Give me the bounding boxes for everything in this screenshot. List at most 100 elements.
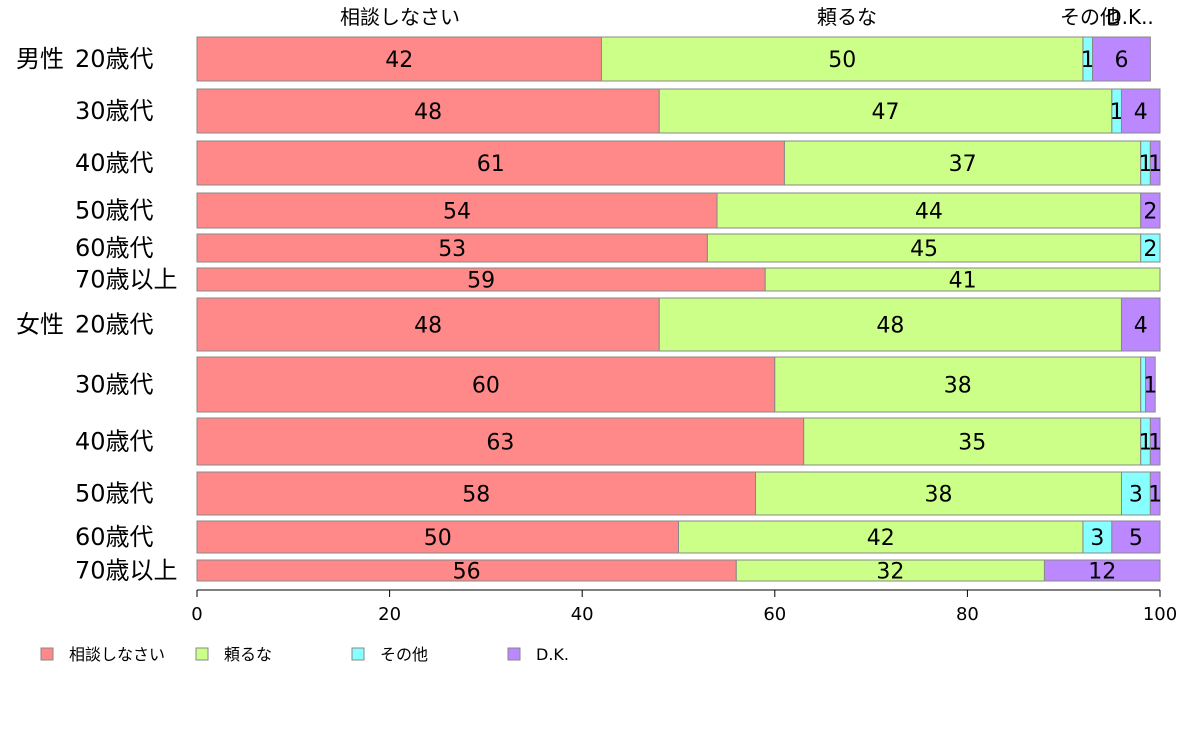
data-label-r0-s1: 50	[828, 48, 856, 73]
bar-segment-r8-s1	[803, 417, 1142, 466]
bar-segment-r2-s3	[1149, 140, 1161, 186]
row-label-5: 70歳以上	[75, 266, 178, 294]
legend-label-0: 相談しなさい	[69, 645, 165, 664]
bar-segment-r11-s3	[1043, 559, 1161, 582]
data-label-r8-s3: 1	[1148, 431, 1162, 456]
top-label-0: 相談しなさい	[340, 5, 460, 29]
bar-segment-r10-s0	[196, 520, 679, 554]
data-label-r9-s2: 3	[1129, 483, 1143, 508]
x-tick-label-3: 60	[763, 604, 786, 625]
x-tick-label-1: 20	[378, 604, 401, 625]
data-label-r8-s0: 63	[486, 431, 514, 456]
data-label-r11-s3: 12	[1088, 560, 1116, 585]
legend-swatch-3	[507, 647, 521, 661]
data-label-r9-s1: 38	[925, 483, 953, 508]
bar-segment-r7-s1	[774, 356, 1142, 413]
bar-segment-r0-s0	[196, 36, 602, 82]
data-label-r6-s0: 48	[414, 314, 442, 339]
data-label-r2-s2: 1	[1139, 152, 1153, 177]
bar-segment-r4-s2	[1140, 233, 1161, 263]
data-label-r3-s0: 54	[443, 200, 471, 225]
data-label-r5-s1: 41	[949, 269, 977, 294]
bar-segment-r10-s3	[1111, 520, 1161, 554]
data-label-r9-s3: 1	[1148, 483, 1162, 508]
row-group-label-6: 女性	[16, 311, 64, 339]
legend-swatch-2	[351, 647, 365, 661]
data-label-r0-s3: 6	[1114, 48, 1128, 73]
row-label-6: 20歳代	[75, 311, 154, 339]
x-tick-label-4: 80	[956, 604, 979, 625]
bar-segment-r3-s3	[1140, 192, 1161, 229]
data-label-r0-s2: 1	[1081, 48, 1095, 73]
data-label-r8-s1: 35	[958, 431, 986, 456]
bar-segment-r10-s2	[1082, 520, 1113, 554]
bar-segment-r10-s1	[678, 520, 1084, 554]
top-label-1: 頼るな	[817, 5, 877, 29]
bar-segment-r9-s0	[196, 471, 757, 516]
bar-segment-r8-s3	[1149, 417, 1161, 466]
row-label-9: 50歳代	[75, 480, 154, 508]
data-label-r0-s0: 42	[385, 48, 413, 73]
data-label-r7-s3: 1	[1143, 374, 1157, 399]
bar-segment-r7-s0	[196, 356, 776, 413]
row-label-8: 40歳代	[75, 428, 154, 456]
bar-segment-r5-s1	[764, 267, 1161, 292]
x-tick-label-0: 0	[191, 604, 202, 625]
legend-swatch-1	[195, 647, 209, 661]
x-tick-label-5: 100	[1143, 604, 1177, 625]
bar-segment-r3-s1	[716, 192, 1142, 229]
data-label-r4-s2: 2	[1143, 237, 1157, 262]
bar-segment-r3-s0	[196, 192, 718, 229]
bar-segment-r9-s1	[755, 471, 1122, 516]
bar-segment-r1-s1	[658, 88, 1113, 134]
x-tick-label-2: 40	[571, 604, 594, 625]
row-label-0: 20歳代	[75, 45, 154, 73]
data-label-r3-s3: 2	[1143, 200, 1157, 225]
top-label-3: D.K..	[1106, 5, 1154, 29]
data-label-r6-s1: 48	[876, 314, 904, 339]
row-label-4: 60歳代	[75, 234, 154, 262]
x-axis: 0 20 40 60 80 100	[191, 589, 1177, 625]
data-label-r10-s3: 5	[1129, 526, 1143, 551]
data-label-r5-s0: 59	[467, 269, 495, 294]
bar-segment-r7-s3	[1145, 356, 1156, 413]
row-label-11: 70歳以上	[75, 557, 178, 585]
bar-segment-r6-s0	[196, 297, 660, 352]
row-label-3: 50歳代	[75, 197, 154, 225]
data-label-r7-s0: 60	[472, 374, 500, 399]
data-label-r8-s2: 1	[1139, 431, 1153, 456]
data-label-r4-s1: 45	[910, 237, 938, 262]
bar-segment-r2-s0	[196, 140, 785, 186]
data-label-r10-s2: 3	[1090, 526, 1104, 551]
bar-segment-r0-s1	[600, 36, 1084, 82]
data-label-r1-s3: 4	[1134, 100, 1148, 125]
data-label-r9-s0: 58	[462, 483, 490, 508]
bar-segment-r1-s3	[1120, 88, 1161, 134]
data-label-r10-s1: 42	[867, 526, 895, 551]
legend-label-3: D.K.	[536, 645, 569, 664]
row-label-10: 60歳代	[75, 523, 154, 551]
bar-segment-r0-s3	[1092, 36, 1151, 82]
bar-segment-r4-s0	[196, 233, 708, 263]
top-label-2: その他	[1060, 5, 1120, 29]
data-label-r1-s2: 1	[1110, 100, 1124, 125]
data-label-r2-s0: 61	[477, 152, 505, 177]
row-label-2: 40歳代	[75, 149, 154, 177]
row-label-7: 30歳代	[75, 371, 154, 399]
data-label-r10-s0: 50	[424, 526, 452, 551]
bar-segment-r8-s0	[196, 417, 805, 466]
data-label-r2-s1: 37	[949, 152, 977, 177]
legend: 相談しなさい 頼るな その他 D.K.	[40, 645, 569, 664]
data-label-r4-s0: 53	[438, 237, 466, 262]
data-label-r2-s3: 1	[1148, 152, 1162, 177]
bar-segment-r6-s1	[658, 297, 1122, 352]
legend-swatch-0	[40, 647, 54, 661]
row-group-label-0: 男性	[16, 45, 64, 73]
legend-label-1: 頼るな	[224, 645, 272, 664]
row-label-1: 30歳代	[75, 97, 154, 125]
bar-segment-r9-s3	[1149, 471, 1161, 516]
